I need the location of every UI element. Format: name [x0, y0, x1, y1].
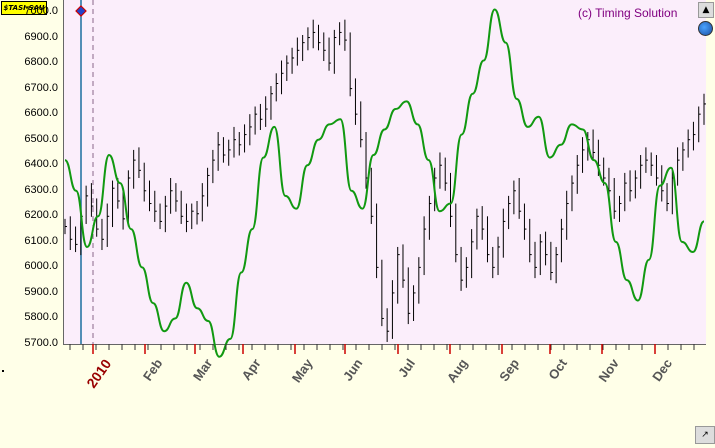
y-tick-label: 6100.0 [24, 234, 58, 247]
y-tick-label: 6200.0 [24, 209, 58, 222]
y-tick-label: 5700.0 [24, 337, 58, 349]
y-tick-label: 6900.0 [24, 30, 58, 43]
y-tick-label: 6700.0 [24, 81, 58, 94]
projection-line [64, 8, 705, 358]
vertical-markers [80, 0, 94, 344]
y-tick-label: 6000.0 [24, 260, 58, 273]
x-axis-ticks [69, 344, 695, 354]
diamond-marker-icon[interactable] [75, 5, 87, 17]
point-marker [2, 370, 4, 372]
price-series [64, 19, 706, 342]
projection-series [64, 8, 705, 358]
y-tick-label: 6400.0 [24, 158, 58, 171]
y-tick-label: 6800.0 [24, 56, 58, 69]
y-tick-label: 6300.0 [24, 183, 58, 196]
up-arrow-icon[interactable]: ▲ [698, 2, 714, 18]
globe-icon[interactable] [698, 21, 713, 36]
y-tick-label: 5800.0 [24, 311, 58, 324]
y-tick-label: 6500.0 [24, 132, 58, 145]
arrow-icon[interactable]: ↗ [695, 426, 715, 444]
y-tick-label: 6600.0 [24, 107, 58, 120]
y-tick-label: 7000.0 [24, 5, 58, 17]
cursor-marker[interactable] [75, 5, 87, 17]
y-tick-label: 5900.0 [24, 285, 58, 298]
ticker-label: $TASI-SAU [1, 1, 47, 15]
copyright-text: (c) Timing Solution [578, 6, 678, 20]
